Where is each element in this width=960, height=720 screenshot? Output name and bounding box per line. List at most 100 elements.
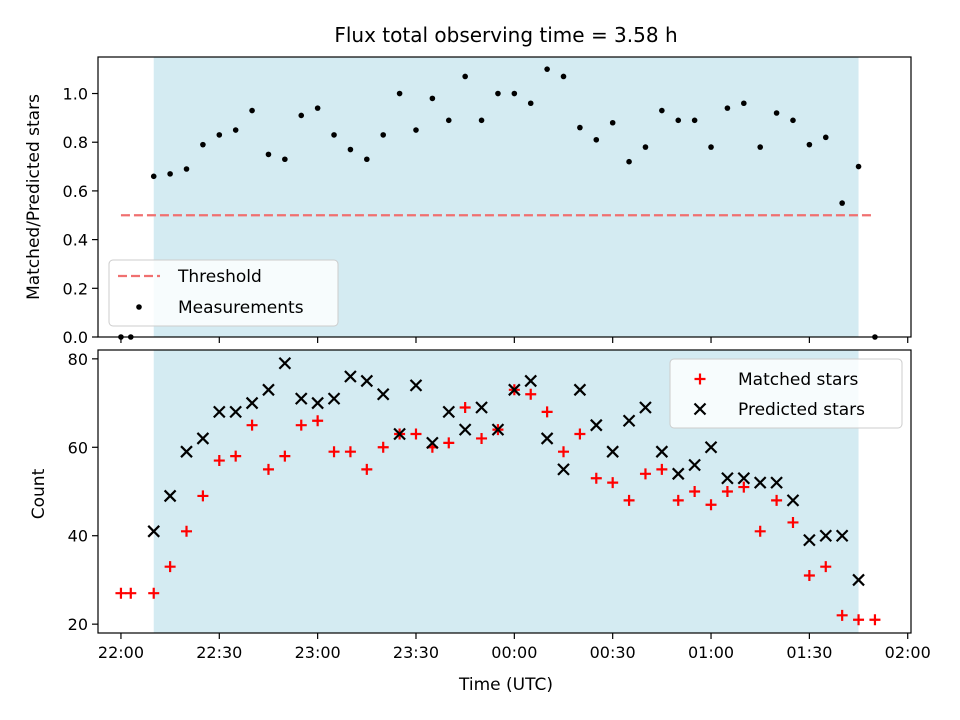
- matched-star-point: [125, 587, 137, 599]
- predicted-star-point: [196, 432, 210, 445]
- top-panel: 0.0 0.2 0.4 0.6 0.8 1.0 Threshold Measurements: [63, 56, 912, 347]
- matched-star-point: [459, 401, 471, 413]
- predicted-star-point: [753, 476, 767, 489]
- measurement-point: [462, 73, 468, 80]
- predicted-star-point: [229, 405, 242, 419]
- predicted-star-point: [458, 423, 472, 436]
- predicted-star-point: [803, 533, 816, 547]
- y-tick-label: 0.6: [63, 182, 88, 201]
- y-tick-label: 0.0: [63, 328, 88, 347]
- matched-star-point: [377, 441, 389, 453]
- legend-matched-swatch: [694, 373, 706, 385]
- measurement-point: [364, 156, 370, 163]
- matched-star-point: [279, 450, 291, 462]
- predicted-star-point: [721, 471, 734, 485]
- matched-star-point: [181, 525, 193, 537]
- legend-measurements-label: Measurements: [178, 298, 304, 318]
- measurement-point: [527, 100, 534, 107]
- matched-star-point: [148, 587, 160, 599]
- matched-star-point: [623, 494, 635, 506]
- y-tick-label: 0.4: [63, 231, 88, 250]
- measurement-point: [773, 110, 780, 116]
- measurement-point: [347, 146, 354, 153]
- measurement-point: [544, 66, 550, 72]
- predicted-star-point: [376, 387, 390, 401]
- measurement-point: [495, 90, 501, 97]
- chart-title: Flux total observing time = 3.58 h: [334, 23, 677, 47]
- predicted-star-point: [786, 494, 800, 507]
- x-tick-label: 01:00: [688, 643, 734, 662]
- matched-star-point: [443, 437, 455, 449]
- axes-frame: [97, 349, 912, 634]
- predicted-star-point: [508, 383, 521, 397]
- measurement-point: [577, 124, 583, 131]
- matched-star-point: [803, 570, 815, 582]
- measurement-point: [593, 136, 600, 143]
- measurement-point: [200, 141, 206, 148]
- predicted-star-point: [835, 529, 849, 542]
- predicted-star-point: [573, 383, 587, 397]
- measurement-point: [822, 134, 829, 141]
- matched-star-point: [312, 415, 324, 427]
- measurement-point: [298, 112, 305, 119]
- y-tick-label: 0.2: [63, 279, 88, 298]
- predicted-star-point: [639, 401, 652, 414]
- matched-star-point: [115, 587, 127, 599]
- matched-star-point: [639, 468, 651, 480]
- x-axis-label: Time (UTC): [458, 675, 553, 695]
- x-tick-label: 22:30: [196, 643, 242, 662]
- predicted-star-point: [360, 374, 374, 388]
- matched-star-point: [213, 455, 225, 467]
- measurement-point: [396, 90, 403, 97]
- predicted-star-point: [770, 476, 783, 489]
- measurement-point: [691, 117, 698, 124]
- matched-star-point: [656, 463, 668, 475]
- measurement-point: [445, 117, 452, 124]
- y-tick-label: 80: [68, 350, 88, 369]
- measurement-point: [790, 117, 796, 124]
- y-tick-label: 0.8: [63, 133, 88, 152]
- top-y-axis-label: Matched/Predicted stars: [24, 94, 44, 300]
- matched-star-point: [672, 494, 684, 506]
- predicted-star-point: [491, 423, 505, 436]
- measurement-point: [757, 144, 764, 150]
- legend-threshold-label: Threshold: [177, 267, 262, 287]
- matched-star-point: [525, 388, 537, 400]
- matched-star-point: [836, 609, 848, 621]
- matched-star-point: [197, 490, 209, 502]
- predicted-star-point: [180, 445, 193, 458]
- y-tick-label: 1.0: [63, 85, 88, 104]
- predicted-star-point: [606, 445, 619, 458]
- measurement-point: [265, 151, 272, 158]
- matched-star-point: [705, 499, 717, 511]
- measurement-point: [150, 173, 157, 180]
- matched-star-point: [344, 446, 356, 458]
- predicted-star-point: [409, 379, 423, 392]
- predicted-star-point: [819, 529, 833, 542]
- matched-star-point: [607, 477, 619, 489]
- predicted-star-point: [557, 463, 570, 476]
- measurement-point: [741, 100, 747, 107]
- y-tick-label: 40: [68, 527, 88, 546]
- top-legend-box: [108, 259, 339, 327]
- predicted-star-point: [590, 418, 603, 432]
- matched-star-point: [869, 614, 881, 626]
- predicted-star-point: [311, 396, 324, 410]
- bottom-panel: 22:00 22:30 23:00 23:30 00:00 00:30 01:00 01:30…: [68, 349, 931, 662]
- top-legend: Threshold Measurements: [108, 259, 339, 327]
- matched-star-point: [262, 463, 274, 475]
- measurement-point: [560, 73, 567, 80]
- legend-predicted-label: Predicted stars: [738, 400, 865, 420]
- predicted-star-point: [442, 405, 456, 419]
- matched-star-point: [361, 463, 373, 475]
- x-tick-label: 01:30: [786, 643, 832, 662]
- predicted-star-point: [163, 489, 177, 503]
- measurement-point: [183, 166, 190, 172]
- matched-star-point: [246, 419, 258, 431]
- x-tick-label: 23:30: [393, 643, 439, 662]
- predicted-star-point: [524, 374, 538, 388]
- measurement-point: [511, 90, 518, 97]
- legend-matched-label: Matched stars: [738, 370, 858, 390]
- matched-star-point: [295, 419, 307, 431]
- predicted-star-point: [852, 573, 865, 587]
